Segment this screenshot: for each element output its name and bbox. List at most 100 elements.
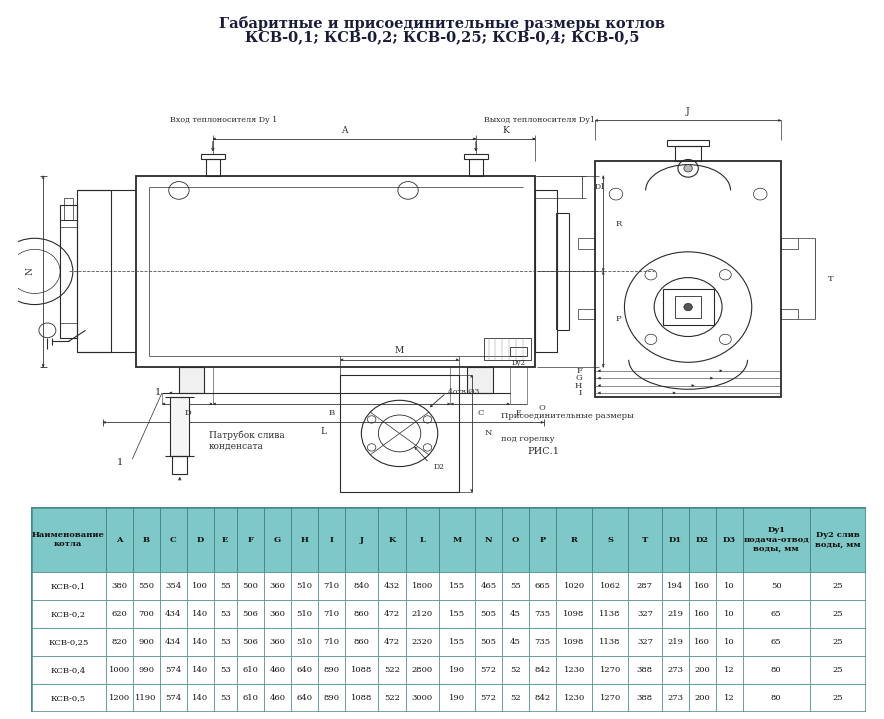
Text: 574: 574 <box>165 694 181 702</box>
Text: 160: 160 <box>694 638 710 646</box>
Bar <box>810 628 866 656</box>
Text: G: G <box>575 374 582 383</box>
Bar <box>592 572 629 600</box>
Text: D1: D1 <box>668 536 682 544</box>
Bar <box>291 507 318 572</box>
Bar <box>661 628 689 656</box>
Text: 12: 12 <box>724 666 735 674</box>
Bar <box>502 628 530 656</box>
Text: 53: 53 <box>220 666 231 674</box>
Bar <box>378 684 406 712</box>
Text: K: K <box>502 126 509 134</box>
Text: C: C <box>170 536 177 544</box>
Text: 572: 572 <box>481 694 497 702</box>
Bar <box>65 198 72 220</box>
Text: 1200: 1200 <box>109 694 130 702</box>
Text: 388: 388 <box>636 694 653 702</box>
Text: P: P <box>539 536 545 544</box>
Text: 25: 25 <box>833 582 843 590</box>
Bar <box>530 600 556 628</box>
Bar <box>502 684 530 712</box>
Text: КСВ-0,1; КСВ-0,2; КСВ-0,25; КСВ-0,4; КСВ-0,5: КСВ-0,1; КСВ-0,2; КСВ-0,25; КСВ-0,4; КСВ… <box>245 30 639 44</box>
Text: F: F <box>576 367 582 375</box>
Bar <box>439 572 475 600</box>
Bar <box>556 600 592 628</box>
Bar <box>502 600 530 628</box>
Bar <box>378 572 406 600</box>
Bar <box>291 572 318 600</box>
Text: 140: 140 <box>192 694 209 702</box>
Bar <box>291 628 318 656</box>
Bar <box>475 600 502 628</box>
Bar <box>530 572 556 600</box>
Bar <box>264 684 291 712</box>
Bar <box>133 572 160 600</box>
Text: N: N <box>484 429 492 437</box>
Bar <box>237 628 264 656</box>
Text: 460: 460 <box>270 694 286 702</box>
Text: 200: 200 <box>694 694 710 702</box>
Text: 1190: 1190 <box>135 694 156 702</box>
Bar <box>592 656 629 684</box>
Bar <box>187 600 214 628</box>
Text: 572: 572 <box>481 666 497 674</box>
Bar <box>340 375 459 493</box>
Text: 45: 45 <box>510 638 521 646</box>
Text: 1800: 1800 <box>412 582 433 590</box>
Text: J: J <box>360 536 363 544</box>
Text: I: I <box>579 389 582 397</box>
Text: 190: 190 <box>449 694 465 702</box>
Text: 219: 219 <box>667 610 683 618</box>
Text: 80: 80 <box>771 694 781 702</box>
Text: 610: 610 <box>242 666 258 674</box>
Text: 1088: 1088 <box>351 666 372 674</box>
Bar <box>530 507 556 572</box>
Text: 50: 50 <box>771 582 781 590</box>
Bar <box>484 338 531 360</box>
Text: 55: 55 <box>510 582 521 590</box>
Bar <box>689 656 716 684</box>
Text: 1230: 1230 <box>563 694 584 702</box>
Text: 522: 522 <box>384 694 400 702</box>
Bar <box>475 684 502 712</box>
Text: 80: 80 <box>771 666 781 674</box>
Bar <box>810 507 866 572</box>
Text: 1088: 1088 <box>351 694 372 702</box>
Bar <box>214 684 237 712</box>
Text: 860: 860 <box>354 610 370 618</box>
Bar <box>214 572 237 600</box>
Bar <box>206 160 219 175</box>
Text: S: S <box>607 536 613 544</box>
Text: 506: 506 <box>242 638 258 646</box>
Text: 860: 860 <box>354 638 370 646</box>
Bar <box>345 628 378 656</box>
Bar <box>160 507 187 572</box>
Bar <box>105 572 133 600</box>
Text: 45: 45 <box>510 610 521 618</box>
Text: 287: 287 <box>637 582 653 590</box>
Text: 155: 155 <box>449 610 465 618</box>
Bar <box>60 220 77 227</box>
Text: 25: 25 <box>833 610 843 618</box>
Text: B: B <box>329 409 335 417</box>
Bar <box>318 600 345 628</box>
Bar <box>318 656 345 684</box>
Text: N: N <box>26 267 34 275</box>
Bar <box>105 600 133 628</box>
Text: РИС.1: РИС.1 <box>528 447 560 457</box>
Text: 1000: 1000 <box>109 666 130 674</box>
Text: 52: 52 <box>510 694 521 702</box>
Text: 820: 820 <box>111 638 127 646</box>
Bar <box>595 161 781 397</box>
Text: B: B <box>142 536 149 544</box>
Bar <box>105 684 133 712</box>
Text: 327: 327 <box>637 610 653 618</box>
Bar <box>31 628 105 656</box>
Text: 4отв Ø3: 4отв Ø3 <box>448 388 479 395</box>
Text: 432: 432 <box>384 582 400 590</box>
Bar <box>743 684 810 712</box>
Text: 506: 506 <box>242 610 258 618</box>
Bar <box>510 347 527 356</box>
Bar <box>536 191 557 352</box>
Bar <box>663 288 713 326</box>
